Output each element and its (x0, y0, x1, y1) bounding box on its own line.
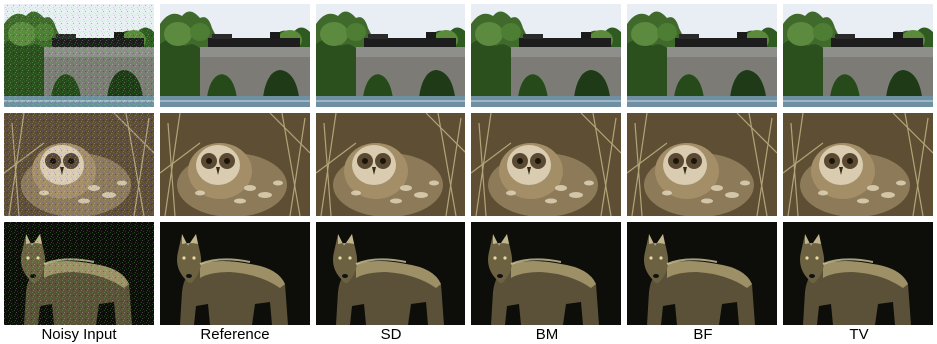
image-bridge-bm (471, 4, 621, 107)
image-owl-reference (160, 113, 310, 216)
image-bridge-tv (783, 4, 933, 107)
image-owl-bm (471, 113, 621, 216)
image-grid (4, 4, 933, 325)
image-bridge-bf (627, 4, 777, 107)
image-wolf-noisy-input (4, 222, 154, 325)
row-owl (4, 113, 933, 216)
image-owl-sd (316, 113, 466, 216)
image-wolf-sd (316, 222, 466, 325)
image-bridge-sd (316, 4, 466, 107)
image-wolf-reference (160, 222, 310, 325)
caption-noisy-input: Noisy Input (41, 326, 117, 343)
caption-tv: TV (849, 326, 869, 343)
image-owl-bf (627, 113, 777, 216)
image-wolf-bf (627, 222, 777, 325)
caption-bf: BF (693, 326, 713, 343)
row-bridge (4, 4, 933, 107)
caption-bm: BM (535, 326, 559, 343)
image-bridge-reference (160, 4, 310, 107)
image-bridge-noisy-input (4, 4, 154, 107)
row-wolf (4, 222, 933, 325)
image-owl-tv (783, 113, 933, 216)
caption-sd: SD (380, 326, 402, 343)
image-wolf-tv (783, 222, 933, 325)
image-wolf-bm (471, 222, 621, 325)
image-owl-noisy-input (4, 113, 154, 216)
column-captions: Noisy Input Reference SD BM BF TV (4, 326, 934, 343)
caption-reference: Reference (200, 326, 270, 343)
